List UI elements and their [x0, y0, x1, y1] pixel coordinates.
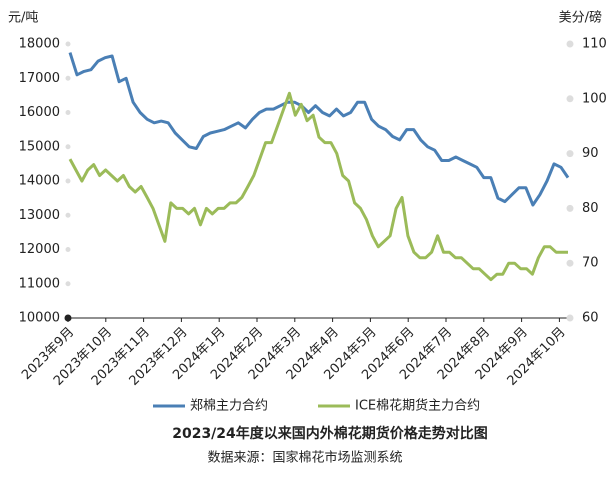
- y-tick-mark: [65, 281, 71, 287]
- y2-tick-mark: [566, 314, 574, 322]
- y-tick-mark: [65, 110, 71, 115]
- y-tick-mark: [65, 178, 71, 184]
- y2-tick-mark: [566, 204, 574, 212]
- legend-label: ICE棉花期货主力合约: [355, 398, 480, 414]
- y2-tick-label: 70: [582, 256, 599, 271]
- legend-label: 郑棉主力合约: [190, 399, 268, 414]
- y-axis-label: 元/吨: [8, 11, 38, 26]
- y2-axis-label: 美分/磅: [559, 10, 602, 26]
- y-tick-label: 18000: [19, 37, 60, 52]
- y-tick-label: 14000: [19, 174, 60, 189]
- y-tick-mark: [65, 41, 71, 47]
- line-series: [68, 91, 568, 282]
- y-tick-mark: [65, 212, 71, 218]
- y-tick-mark: [65, 144, 71, 150]
- y2-tick-mark: [566, 259, 574, 267]
- y-tick-label: 11000: [19, 276, 60, 291]
- y2-tick-label: 100: [582, 91, 607, 106]
- line-series: [68, 52, 570, 207]
- y2-tick-mark: [566, 95, 574, 103]
- y-tick-label: 17000: [19, 71, 60, 86]
- y2-tick-mark: [566, 40, 574, 48]
- y2-tick-label: 60: [582, 311, 599, 326]
- y-tick-label: 12000: [19, 242, 60, 257]
- chart-title: 2023/24年度以来国内外棉花期货价格走势对比图: [172, 425, 488, 442]
- y-tick-label: 10000: [19, 311, 60, 326]
- source: 数据来源：国家棉花市场监测系统: [207, 450, 402, 466]
- y-tick-mark: [65, 75, 71, 81]
- y2-tick-label: 80: [582, 201, 599, 216]
- y-tick-mark: [65, 247, 71, 252]
- y2-tick-label: 110: [582, 37, 607, 52]
- y-tick-label: 15000: [19, 139, 60, 154]
- y2-tick-mark: [566, 150, 574, 158]
- y2-tick-label: 90: [582, 146, 599, 161]
- y-tick-label: 13000: [19, 208, 60, 223]
- y-tick-label: 16000: [19, 105, 60, 120]
